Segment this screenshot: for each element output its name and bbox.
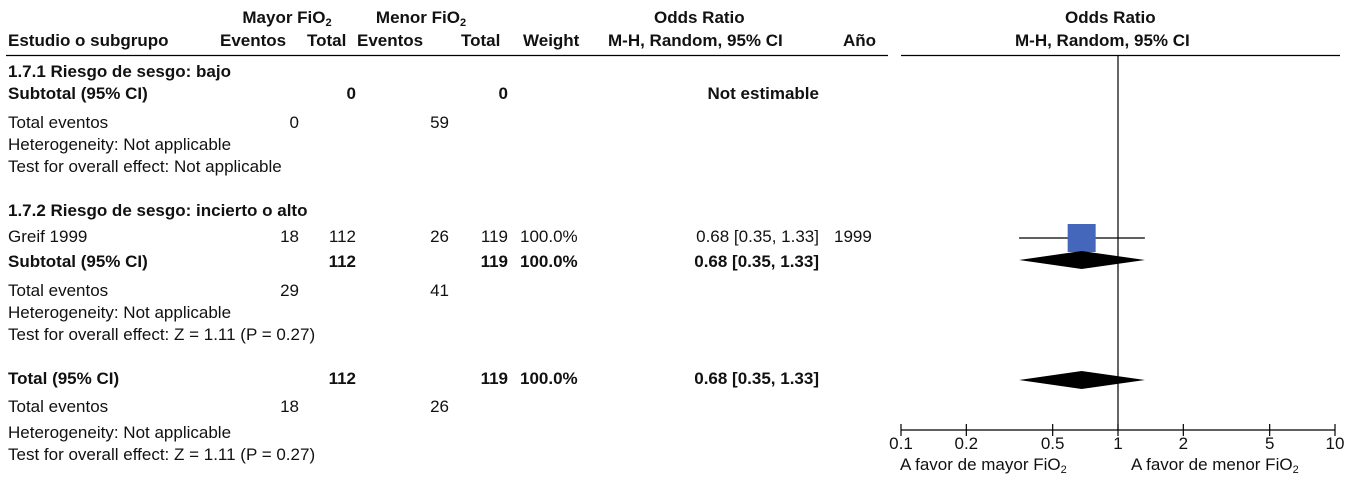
x-tick-label: 0.1	[889, 434, 913, 453]
study-name: Greif 1999	[8, 227, 87, 247]
total-total1: 112	[300, 369, 356, 389]
weight-header: Weight	[523, 31, 579, 51]
method-plot-header: M-H, Random, 95% CI	[1015, 31, 1190, 51]
total-events3-g1: 18	[240, 397, 299, 417]
study-weight: 100.0%	[520, 227, 578, 247]
study-column-header: Estudio o subgrupo	[8, 31, 169, 51]
x-tick-label: 10	[1326, 434, 1345, 453]
total-total2: 119	[448, 369, 508, 389]
heterogeneity2: Heterogeneity: Not applicable	[8, 303, 231, 323]
total-label: Total (95% CI)	[8, 369, 119, 389]
or-plot-header: Odds Ratio	[1065, 8, 1156, 28]
total-events2-g2: 41	[390, 281, 449, 301]
overall-effect2: Test for overall effect: Z = 1.11 (P = 0…	[8, 325, 315, 345]
method-header: M-H, Random, 95% CI	[608, 31, 783, 51]
subgroup2-title: 1.7.2 Riesgo de sesgo: incierto o alto	[8, 201, 307, 221]
total-events1-g2: 59	[390, 113, 449, 133]
x-tick-label: 1	[1113, 434, 1122, 453]
study-events1: 18	[240, 227, 299, 247]
total-events1-label: Total eventos	[8, 113, 108, 133]
x-tick-label: 0.5	[1041, 434, 1065, 453]
x-tick-label: 2	[1179, 434, 1188, 453]
study-total2: 119	[448, 227, 508, 247]
subtotal2-weight: 100.0%	[520, 252, 578, 272]
subtotal1-or: Not estimable	[620, 84, 819, 104]
events2-header: Eventos	[357, 31, 423, 51]
events1-header: Eventos	[220, 31, 286, 51]
total-events1-g1: 0	[240, 113, 299, 133]
subtotal2-or: 0.68 [0.35, 1.33]	[620, 252, 819, 272]
subtotal1-label: Subtotal (95% CI)	[8, 84, 148, 104]
year-header: Año	[843, 31, 876, 51]
study-year: 1999	[834, 227, 872, 247]
study-total1: 112	[300, 227, 356, 247]
favors-right-label: A favor de menor FiO2	[1131, 455, 1299, 475]
total-events3-label: Total eventos	[8, 397, 108, 417]
total-weight: 100.0%	[520, 369, 578, 389]
group1-header: Mayor FiO2	[232, 8, 342, 28]
heterogeneity1: Heterogeneity: Not applicable	[8, 135, 231, 155]
group2-header: Menor FiO2	[366, 8, 476, 28]
overall-effect3: Test for overall effect: Z = 1.11 (P = 0…	[8, 445, 315, 465]
study-events2: 26	[390, 227, 449, 247]
total-events2-g1: 29	[240, 281, 299, 301]
total-or: 0.68 [0.35, 1.33]	[620, 369, 819, 389]
pooled-diamond	[1019, 371, 1145, 389]
x-tick-label: 5	[1265, 434, 1274, 453]
or-header: Odds Ratio	[654, 8, 745, 28]
x-tick-label: 0.2	[955, 434, 979, 453]
subtotal1-total1: 0	[300, 84, 356, 104]
subgroup1-title: 1.7.1 Riesgo de sesgo: bajo	[8, 62, 231, 82]
heterogeneity3: Heterogeneity: Not applicable	[8, 423, 231, 443]
total2-header: Total	[461, 31, 500, 51]
total-events3-g2: 26	[390, 397, 449, 417]
total1-header: Total	[307, 31, 346, 51]
study-or: 0.68 [0.35, 1.33]	[620, 227, 819, 247]
subtotal2-total2: 119	[448, 252, 508, 272]
study-marker	[1068, 224, 1096, 252]
favors-left-label: A favor de mayor FiO2	[900, 455, 1067, 475]
subtotal1-total2: 0	[448, 84, 508, 104]
subtotal2-label: Subtotal (95% CI)	[8, 252, 148, 272]
subtotal2-total1: 112	[300, 252, 356, 272]
total-events2-label: Total eventos	[8, 281, 108, 301]
overall-effect1: Test for overall effect: Not applicable	[8, 157, 282, 177]
pooled-diamond	[1019, 251, 1145, 269]
